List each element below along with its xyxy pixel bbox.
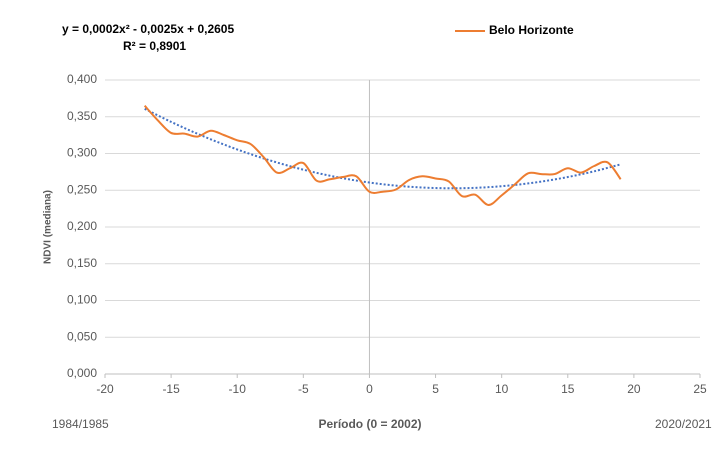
x-tick-label: 15 (561, 382, 575, 396)
x-tick-label: -10 (229, 382, 247, 396)
y-tick-label: 0,050 (67, 329, 97, 343)
y-tick-label: 0,150 (67, 256, 97, 270)
start-label: 1984/1985 (52, 417, 109, 431)
y-tick-label: 0,400 (67, 72, 97, 86)
trendline (144, 107, 621, 190)
x-tick-label: -20 (96, 382, 114, 396)
y-tick-label: 0,300 (67, 146, 97, 160)
y-tick-label: 0,200 (67, 219, 97, 233)
r-squared: R² = 0,8901 (123, 39, 186, 53)
x-tick-label: 5 (432, 382, 439, 396)
x-tick-label: 25 (693, 382, 707, 396)
x-tick-label: 20 (627, 382, 641, 396)
legend-label: Belo Horizonte (489, 23, 574, 37)
series-line (143, 105, 622, 206)
y-tick-label: 0,100 (67, 293, 97, 307)
y-axis-label: NDVI (mediana) (43, 190, 54, 264)
x-tick-label: -5 (298, 382, 309, 396)
x-axis-label: Período (0 = 2002) (318, 417, 421, 431)
trend-equation: y = 0,0002x² - 0,0025x + 0,2605 (62, 22, 234, 36)
y-tick-label: 0,250 (67, 182, 97, 196)
y-tick-label: 0,000 (67, 366, 97, 380)
y-tick-label: 0,350 (67, 109, 97, 123)
end-label: 2020/2021 (655, 417, 712, 431)
x-tick-label: 10 (495, 382, 509, 396)
x-tick-label: -15 (162, 382, 180, 396)
x-tick-label: 0 (366, 382, 373, 396)
